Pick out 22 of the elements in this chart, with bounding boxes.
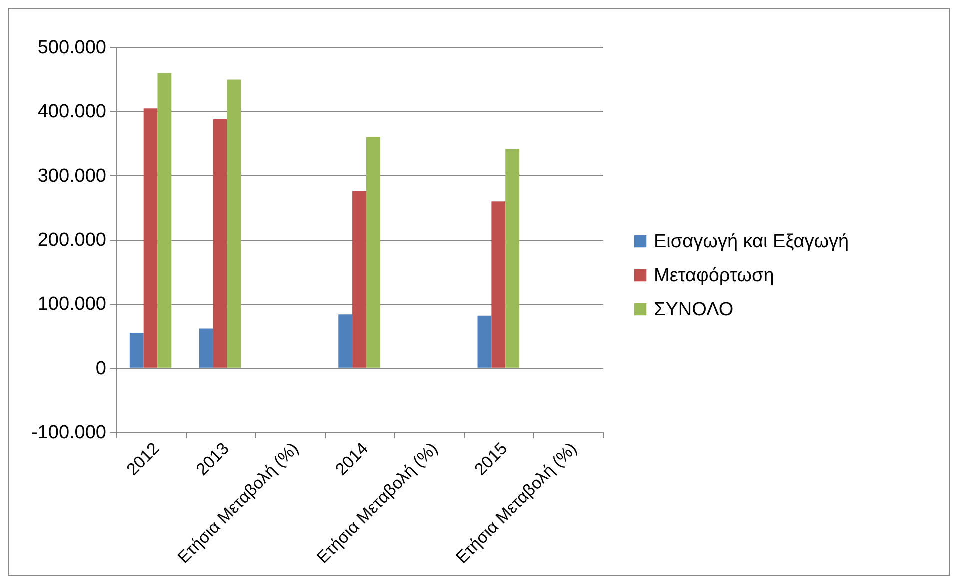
bar — [144, 108, 158, 368]
y-tick-label: 500.000 — [38, 38, 106, 58]
bar — [158, 73, 172, 368]
bar — [478, 316, 492, 368]
legend-label: ΣΥΝΟΛΟ — [654, 300, 734, 320]
bar — [352, 191, 366, 368]
bar — [130, 333, 144, 368]
y-tick-label: 0 — [96, 358, 106, 380]
bar — [366, 137, 380, 368]
y-tick-label: 400.000 — [38, 102, 106, 123]
bar — [199, 328, 214, 368]
y-tick-label: 300.000 — [38, 166, 106, 187]
bar — [213, 120, 228, 368]
bar — [227, 80, 242, 368]
y-tick-label: 100.000 — [38, 294, 106, 316]
bar — [492, 202, 506, 368]
bar — [338, 314, 353, 368]
y-tick-label: -100.000 — [31, 422, 106, 444]
legend-label: Μεταφόρτωση — [654, 266, 774, 286]
y-tick-label: 200.000 — [38, 230, 106, 251]
legend-label: Εισαγωγή και Εξαγωγή — [654, 232, 850, 252]
bar — [506, 149, 520, 368]
